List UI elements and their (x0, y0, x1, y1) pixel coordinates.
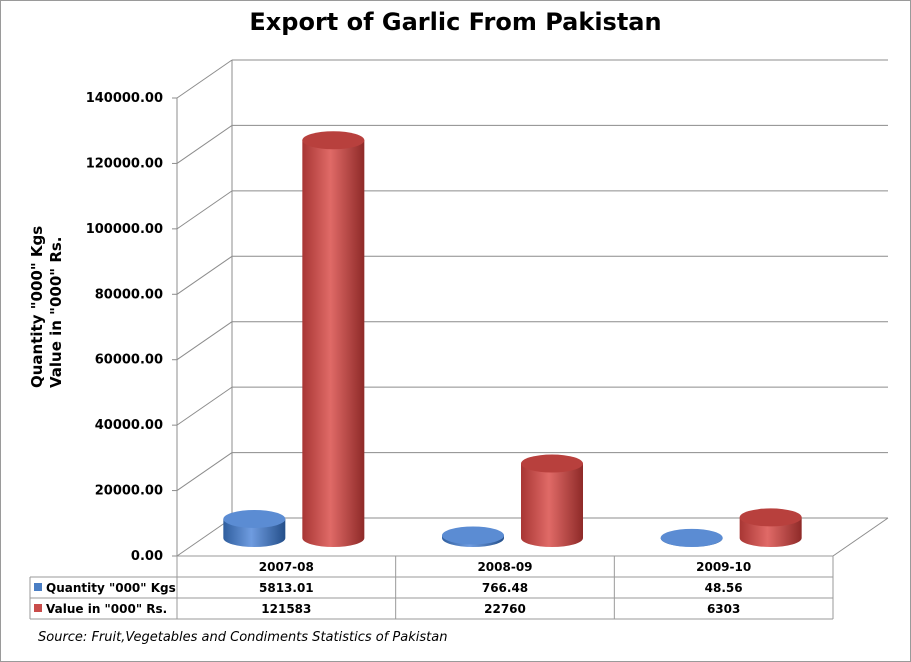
gridline-side (176, 386, 233, 426)
bar-top-quantity-2008-09 (442, 526, 504, 545)
floor-edge (832, 517, 889, 557)
data-label: 6303 (707, 602, 740, 616)
legend-swatch-quantity (34, 583, 42, 591)
x-category-label: 2009-10 (696, 560, 751, 574)
gridline-side (176, 517, 233, 557)
gridline-side (176, 452, 233, 491)
y-tick-label: 140000.00 (86, 91, 163, 106)
y-tick-label: 80000.00 (95, 287, 163, 302)
bar-top-value-2008-09 (521, 454, 583, 473)
y-tick-label: 100000.00 (86, 222, 163, 237)
bar-top-value-2007-08 (302, 131, 365, 150)
data-label: 766.48 (482, 581, 528, 595)
y-tick-label: 120000.00 (86, 156, 163, 171)
legend-label-quantity: Quantity "000" Kgs (46, 581, 176, 595)
data-label: 22760 (484, 602, 526, 616)
legend-label-value: Value in "000" Rs. (46, 602, 167, 616)
data-label: 121583 (261, 602, 311, 616)
bar-top-value-2009-10 (739, 508, 802, 527)
bar-value-2008-09 (521, 463, 583, 547)
x-category-label: 2008-09 (477, 560, 532, 574)
bar-value-2007-08 (302, 140, 365, 548)
y-tick-label: 20000.00 (95, 484, 163, 499)
gridline-side (176, 59, 233, 99)
gridline-side (176, 190, 233, 230)
bar-top-quantity-2007-08 (223, 509, 286, 528)
source-note: Source: Fruit,Vegetables and Condiments … (38, 630, 448, 645)
y-tick-label: 60000.00 (95, 353, 163, 368)
y-tick-label: 0.00 (131, 549, 163, 564)
legend-swatch-value (34, 604, 42, 612)
chart-title: Export of Garlic From Pakistan (249, 8, 662, 36)
gridline-side (176, 255, 233, 295)
y-tick-label: 40000.00 (95, 418, 163, 433)
data-label: 5813.01 (259, 581, 314, 595)
bar-top-quantity-2009-10 (660, 528, 723, 547)
x-category-label: 2007-08 (259, 560, 314, 574)
data-label: 48.56 (705, 581, 743, 595)
gridline-side (176, 321, 233, 361)
gridline-side (176, 125, 233, 164)
